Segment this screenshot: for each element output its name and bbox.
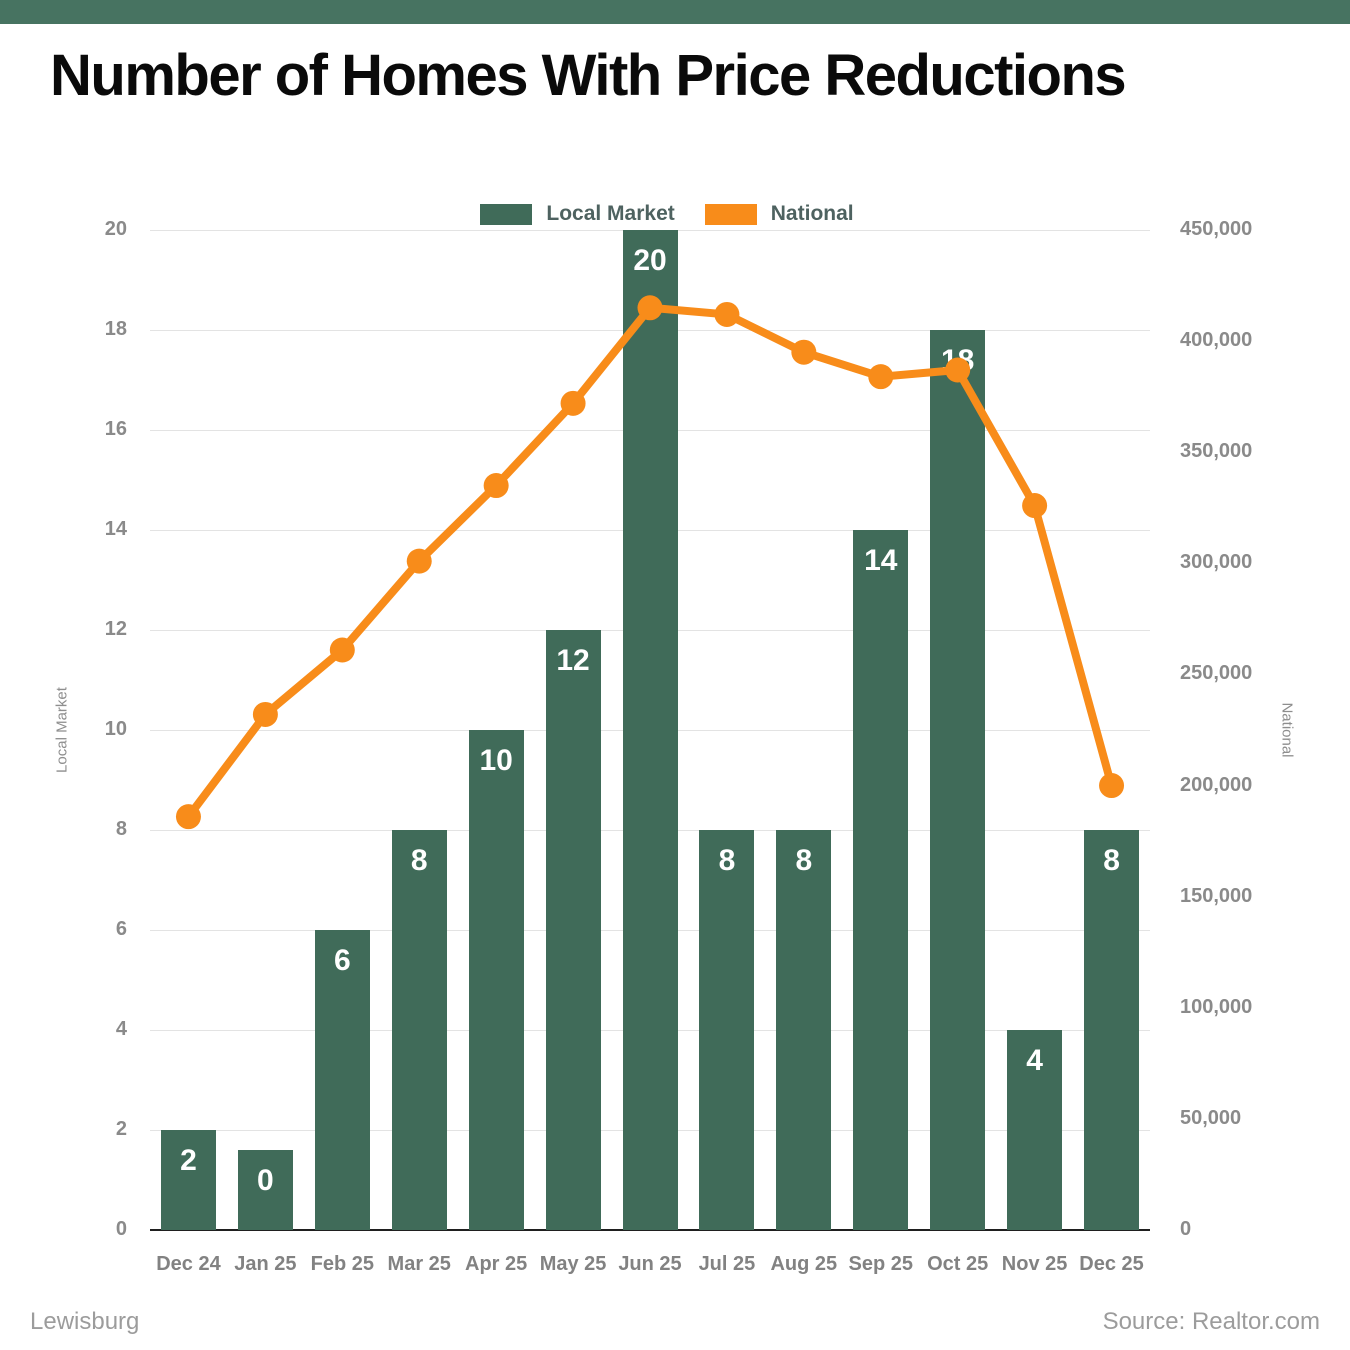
top-banner (0, 0, 1350, 24)
bar-value-label: 10 (479, 744, 513, 777)
left-axis-tick: 6 (115, 918, 127, 940)
right-axis-tick: 200,000 (1180, 773, 1253, 796)
bar-value-label: 20 (633, 244, 667, 277)
bar-value-label: 12 (556, 644, 590, 677)
local-market-bar: 8 (776, 830, 832, 1230)
local-market-bar: 4 (1007, 1030, 1063, 1230)
bar-value-label: 8 (410, 844, 428, 877)
local-market-bar: 8 (391, 830, 447, 1230)
x-axis-tick: Jul 25 (698, 1253, 756, 1275)
right-axis-title: National (1278, 702, 1296, 758)
x-axis-tick: Apr 25 (465, 1253, 528, 1275)
right-axis-tick: 0 (1180, 1218, 1192, 1240)
legend-label-national: National (770, 202, 854, 225)
local-market-bar: 0 (237, 1150, 293, 1230)
x-axis-tick: Nov 25 (1001, 1253, 1068, 1275)
right-axis-tick: 400,000 (1180, 329, 1253, 352)
left-axis-tick: 18 (104, 318, 127, 340)
x-axis-tick: Dec 24 (156, 1253, 221, 1275)
x-axis-tick: May 25 (539, 1253, 607, 1275)
local-market-bar: 10 (468, 730, 524, 1230)
left-axis-tick: 0 (115, 1218, 127, 1240)
left-axis-tick: 12 (104, 618, 127, 640)
page-title: Number of Homes With Price Reductions (50, 43, 1127, 108)
left-axis-tick: 8 (115, 818, 127, 840)
bar-value-label: 6 (333, 944, 351, 977)
bar-value-label: 14 (864, 544, 898, 577)
local-market-bar: 20 (622, 230, 678, 1230)
footer-source-label: Source: Realtor.com (1102, 1308, 1320, 1335)
legend-label-local-market: Local Market (546, 202, 675, 225)
right-axis-tick: 50,000 (1180, 1106, 1242, 1129)
right-axis-tick: 100,000 (1180, 995, 1253, 1018)
bar-value-label: 4 (1026, 1044, 1043, 1077)
legend-swatch-national (704, 203, 757, 225)
footer-location-label: Lewisburg (30, 1308, 140, 1335)
bar-value-label: 18 (941, 344, 975, 377)
x-axis-baseline (150, 1229, 1150, 1231)
x-axis-tick: Aug 25 (770, 1253, 838, 1275)
local-market-bar: 2 (160, 1130, 216, 1230)
x-axis-tick: Jan 25 (234, 1253, 297, 1275)
local-market-bar: 8 (699, 830, 755, 1230)
plot-area: 2 0 6 8 10 12 20 8 8 14 18 4 8 (150, 230, 1150, 1231)
local-market-bar: 8 (1084, 830, 1140, 1230)
local-market-bar: 12 (545, 630, 601, 1230)
local-market-bar: 6 (314, 930, 370, 1230)
left-axis-tick: 10 (104, 718, 127, 740)
right-axis-tick: 450,000 (1180, 218, 1253, 240)
legend-swatch-local-market (480, 203, 533, 225)
bar-value-label: 2 (180, 1144, 197, 1177)
x-axis-tick: Dec 25 (1079, 1253, 1144, 1275)
bar-value-label: 8 (718, 844, 736, 877)
right-axis-tick: 350,000 (1180, 440, 1253, 463)
x-axis-tick: Feb 25 (310, 1253, 374, 1275)
right-axis-tick: 250,000 (1180, 662, 1253, 685)
bar-value-label: 0 (257, 1164, 274, 1197)
left-axis-tick: 4 (115, 1018, 127, 1040)
left-axis-tick: 2 (115, 1118, 127, 1140)
right-axis-tick: 150,000 (1180, 884, 1253, 907)
bar-value-label: 8 (1103, 844, 1120, 877)
x-axis-tick: Oct 25 (927, 1253, 989, 1275)
x-axis-tick: Sep 25 (848, 1253, 913, 1275)
right-axis-tick: 300,000 (1180, 551, 1253, 574)
left-axis-tick: 16 (104, 418, 127, 440)
left-axis-tick: 20 (104, 218, 127, 240)
bar-value-label: 8 (795, 844, 813, 877)
x-axis-tick: Mar 25 (387, 1253, 451, 1275)
chart-legend: Local Market National (0, 199, 1350, 229)
x-axis-tick: Jun 25 (618, 1253, 682, 1275)
local-market-bar: 14 (853, 530, 909, 1230)
left-axis-tick: 14 (104, 518, 127, 540)
local-market-bar: 18 (930, 330, 986, 1230)
